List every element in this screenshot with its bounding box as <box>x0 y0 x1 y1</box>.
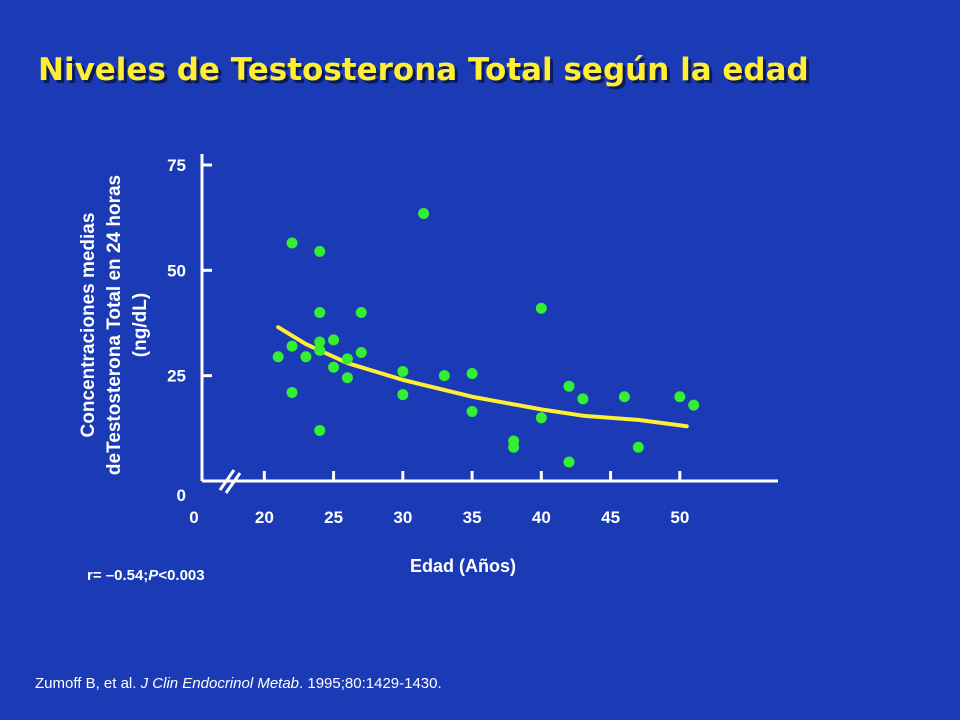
citation-journal: J Clin Endocrinol Metab <box>140 675 300 692</box>
x-tick-label: 40 <box>532 508 551 527</box>
correlation-stat: r= –0.54;P<0.003 <box>87 567 205 584</box>
data-point <box>535 302 547 314</box>
data-point <box>577 393 589 405</box>
y-axis-label-line-2: deTestosterona Total en 24 horas <box>104 174 125 476</box>
x-tick-label: 35 <box>463 508 482 527</box>
data-point <box>286 387 298 399</box>
data-point <box>508 441 520 453</box>
y-tick-label: 75 <box>167 156 186 175</box>
data-point <box>688 399 700 411</box>
data-point <box>314 336 326 348</box>
data-point <box>286 340 298 352</box>
data-point <box>314 245 326 257</box>
slide-title: Niveles de Testosterona Total según la e… <box>38 52 809 88</box>
stat-p: P <box>148 567 159 584</box>
data-point <box>286 237 298 249</box>
y-axis-label-line-1: Concentraciones medias <box>78 212 99 438</box>
y-axis-label: Concentraciones medias deTestosterona To… <box>76 175 154 475</box>
data-point <box>355 346 367 358</box>
data-point <box>355 306 367 318</box>
stat-suffix: <0.003 <box>158 567 205 584</box>
citation-authors: Zumoff B, et al. <box>35 675 141 692</box>
data-point <box>328 361 340 373</box>
stat-prefix: r= –0.54; <box>87 567 149 584</box>
data-point <box>397 389 409 401</box>
trend-layer <box>276 325 689 429</box>
chart-axes <box>200 154 778 494</box>
data-point <box>466 405 478 417</box>
data-point <box>674 391 686 403</box>
data-point <box>300 351 312 363</box>
data-point <box>314 306 326 318</box>
data-point <box>397 365 409 377</box>
data-point <box>618 391 630 403</box>
y-tick-label: 50 <box>167 261 186 280</box>
data-point <box>314 344 326 356</box>
axis-break-mark <box>224 472 242 494</box>
x-axis-label: Edad (Años) <box>410 556 516 576</box>
data-point <box>272 351 284 363</box>
x-tick-label: 20 <box>255 508 274 527</box>
y-tick-label: 0 <box>177 486 186 505</box>
chart-ticks: 0 25 50 75 0 20 25 30 35 40 45 50 <box>167 156 689 527</box>
data-point <box>632 441 644 453</box>
trend-line <box>276 325 689 429</box>
x-tick-label: 50 <box>670 508 689 527</box>
citation-rest: . 1995;80:1429-1430. <box>299 675 442 692</box>
data-point <box>535 412 547 424</box>
data-point <box>563 456 575 468</box>
data-point <box>314 424 326 436</box>
data-point <box>466 368 478 380</box>
x-tick-label: 45 <box>601 508 620 527</box>
data-point <box>438 370 450 382</box>
data-point <box>563 380 575 392</box>
points-layer <box>272 207 700 468</box>
citation: Zumoff B, et al. J Clin Endocrinol Metab… <box>35 675 442 692</box>
data-point <box>341 372 353 384</box>
data-point <box>328 334 340 346</box>
x-tick-label: 30 <box>393 508 412 527</box>
data-point <box>341 353 353 365</box>
y-tick-label: 25 <box>167 367 186 386</box>
data-point <box>418 207 430 219</box>
x-tick-label: 0 <box>189 508 198 527</box>
axis-break-mark <box>218 469 236 491</box>
x-tick-label: 25 <box>324 508 343 527</box>
y-axis-label-line-3: (ng/dL) <box>130 292 151 358</box>
